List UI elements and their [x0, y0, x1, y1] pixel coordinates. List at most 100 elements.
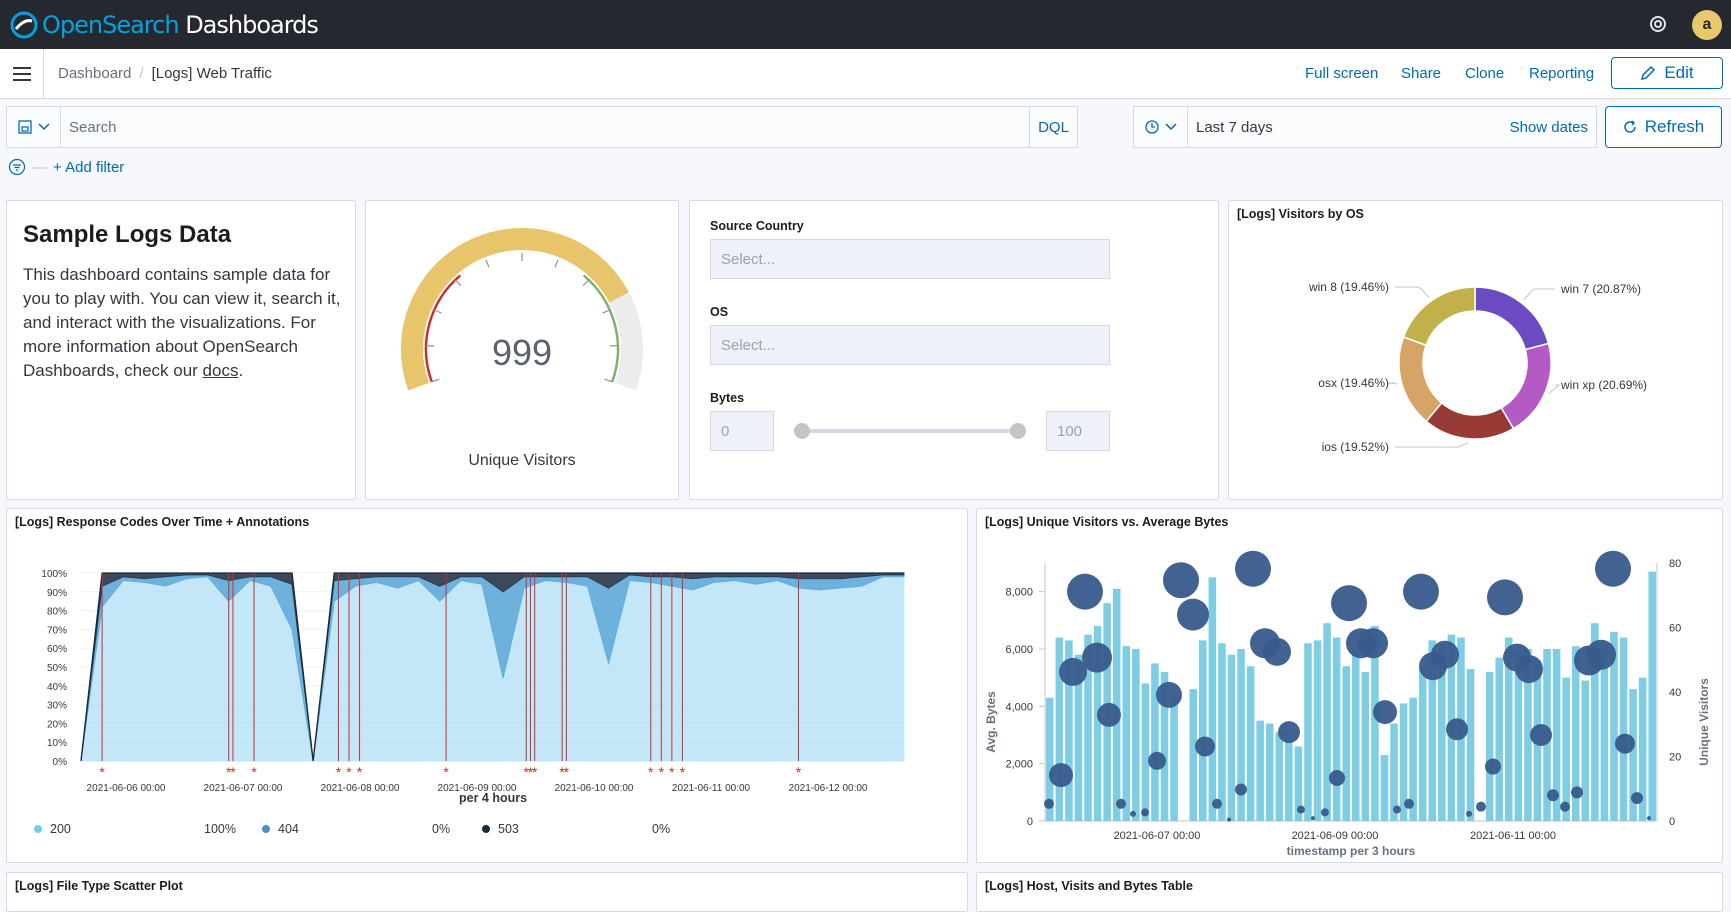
visitors-bubble	[1331, 585, 1367, 621]
visitors-bubble	[1329, 770, 1345, 786]
visitors-bubble	[1647, 816, 1651, 820]
show-dates-link[interactable]: Show dates	[1510, 119, 1588, 136]
quick-select-button[interactable]	[1134, 107, 1188, 147]
bytes-bar	[1142, 683, 1150, 821]
annotation-marker: *	[669, 764, 675, 780]
right-y-tick: 20	[1669, 752, 1681, 764]
bytes-min-input[interactable]: 0	[710, 411, 774, 451]
slider-handle-min[interactable]	[794, 423, 810, 439]
visitors-bubble	[1404, 799, 1414, 809]
donut-leader-line	[1524, 289, 1555, 300]
help-icon[interactable]	[1648, 14, 1668, 34]
gauge-tick	[486, 260, 489, 267]
response-y-tick: 80%	[47, 607, 67, 618]
breadcrumb-current: [Logs] Web Traffic	[152, 65, 272, 82]
bytes-label: Bytes	[710, 391, 744, 405]
filter-icon[interactable]	[8, 158, 26, 176]
bytes-bar	[1228, 655, 1236, 821]
bytes-bar	[1123, 646, 1131, 821]
gauge-tick	[583, 280, 589, 286]
visitors-bubble	[1393, 806, 1401, 814]
markdown-panel: Sample Logs Data This dashboard contains…	[6, 200, 356, 500]
os-donut-chart: win 7 (20.87%)win xp (20.69%)ios (19.52%…	[1229, 229, 1722, 499]
visitors-bubble	[1141, 808, 1149, 816]
gauge-tick	[432, 379, 440, 382]
breadcrumb-root[interactable]: Dashboard	[58, 65, 131, 82]
bytes-bar	[1304, 643, 1312, 821]
bytes-bar	[1342, 666, 1350, 821]
bytes-bar	[1601, 646, 1609, 821]
visitors-right-axis-label: Unique Visitors	[1697, 678, 1711, 766]
response-y-tick: 100%	[41, 569, 67, 580]
visitors-xaxis-label: timestamp per 3 hours	[1287, 844, 1416, 858]
markdown-body: This dashboard contains sample data for …	[23, 263, 343, 383]
bytes-range-slider[interactable]	[790, 417, 1030, 445]
search-input[interactable]: Search DQL	[60, 106, 1078, 148]
refresh-button[interactable]: Refresh	[1605, 106, 1722, 148]
visitors-x-tick: 2021-06-07 00:00	[1114, 830, 1201, 842]
os-label: OS	[710, 305, 728, 319]
nav-bar: Dashboard/[Logs] Web Traffic Full screen…	[0, 49, 1731, 99]
annotation-marker: *	[680, 764, 686, 780]
user-avatar[interactable]: a	[1692, 10, 1722, 40]
visitors-title: [Logs] Unique Visitors vs. Average Bytes	[985, 515, 1228, 529]
full-screen-link[interactable]: Full screen	[1305, 65, 1378, 82]
visitors-bubble	[1148, 752, 1166, 770]
menu-button[interactable]	[0, 49, 44, 98]
hamburger-icon	[13, 67, 31, 81]
markdown-title: Sample Logs Data	[23, 221, 231, 249]
app-logo[interactable]: OpenSearch Dashboards	[10, 11, 318, 39]
bytes-bar	[1419, 669, 1427, 821]
bytes-bar	[1467, 669, 1475, 821]
filter-divider: —	[32, 159, 47, 176]
gauge-tick	[434, 310, 441, 313]
os-select[interactable]: Select...	[710, 325, 1110, 365]
visitors-bubble	[1547, 789, 1559, 801]
visitors-bubble	[1116, 799, 1126, 809]
left-y-tick: 6,000	[1005, 644, 1033, 656]
visitors-bubble	[1082, 643, 1112, 673]
slider-handle-max[interactable]	[1010, 423, 1026, 439]
saved-query-button[interactable]	[6, 106, 61, 148]
query-language-toggle[interactable]: DQL	[1029, 107, 1077, 147]
bytes-bar	[1218, 643, 1226, 821]
file-type-scatter-title: [Logs] File Type Scatter Plot	[15, 879, 183, 893]
date-picker[interactable]: Last 7 days Show dates	[1133, 106, 1597, 148]
response-y-tick: 20%	[47, 719, 67, 730]
visitors-bubble	[1212, 799, 1222, 809]
source-country-select[interactable]: Select...	[710, 239, 1110, 279]
add-filter-link[interactable]: + Add filter	[53, 159, 124, 176]
app-logo-text: OpenSearch Dashboards	[42, 11, 318, 39]
docs-link[interactable]: docs	[203, 361, 239, 380]
left-y-tick: 2,000	[1005, 759, 1033, 771]
visitors-left-axis-label: Avg. Bytes	[984, 691, 998, 753]
search-placeholder: Search	[69, 119, 117, 136]
gauge-tick	[455, 280, 461, 286]
visitors-bubble	[1560, 802, 1570, 812]
donut-leader-line	[1388, 383, 1398, 384]
reporting-link[interactable]: Reporting	[1529, 65, 1594, 82]
right-y-tick: 80	[1669, 558, 1681, 570]
legend-value: 0%	[652, 822, 670, 836]
chevron-down-icon	[38, 123, 50, 131]
response-x-tick: 2021-06-06 00:00	[87, 783, 166, 794]
visitors-bubble	[1595, 551, 1631, 587]
legend-dot	[34, 825, 42, 833]
donut-leader-line	[1549, 385, 1559, 393]
edit-button[interactable]: Edit	[1611, 57, 1723, 89]
annotation-marker: *	[336, 764, 342, 780]
clock-icon	[1145, 120, 1159, 134]
share-link[interactable]: Share	[1401, 65, 1441, 82]
visitors-bubble	[1485, 759, 1501, 775]
donut-label: win 7 (20.87%)	[1560, 282, 1641, 296]
response-y-tick: 10%	[47, 738, 67, 749]
visitors-bubble	[1278, 721, 1300, 743]
clone-link[interactable]: Clone	[1465, 65, 1504, 82]
visitors-bubble	[1431, 641, 1459, 669]
bytes-max-input[interactable]: 100	[1046, 411, 1110, 451]
